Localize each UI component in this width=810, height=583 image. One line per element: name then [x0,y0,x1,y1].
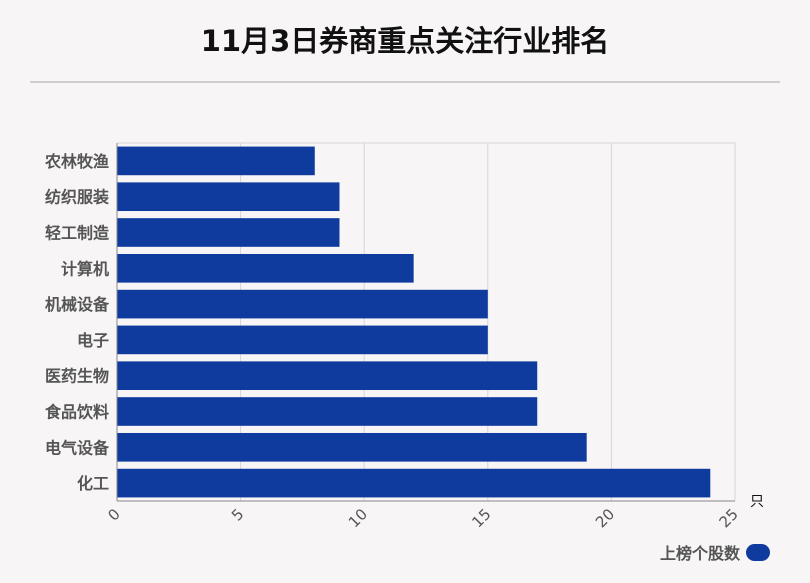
bar [117,146,315,176]
x-axis-unit: 只 [750,494,764,510]
x-tick-label: 0 [104,505,123,524]
category-label: 医药生物 [45,367,109,386]
title-divider [30,81,780,83]
x-tick-labels: 0 5 10 15 20 25 [104,505,741,531]
bar [117,325,488,355]
x-tick-label: 20 [592,505,618,531]
chart-title: 11月3日券商重点关注行业排名 [200,24,610,58]
category-label: 计算机 [61,259,109,278]
legend-label: 上榜个股数 [659,544,740,563]
x-tick-label: 25 [716,505,742,531]
category-label: 化工 [77,474,109,493]
bar [117,289,488,319]
category-label: 电气设备 [45,438,110,457]
bar [117,253,414,283]
category-label: 机械设备 [45,295,110,314]
legend-swatch [746,543,770,561]
category-label: 农林牧渔 [44,152,109,171]
bar [117,397,538,426]
bar [117,218,340,247]
category-label: 食品饮料 [44,403,109,422]
bar [117,182,340,212]
category-label: 纺织服装 [45,188,109,207]
bar [117,432,587,462]
bar [117,361,538,391]
bar-series [117,146,711,498]
legend: 上榜个股数 [660,540,770,564]
category-label: 轻工制造 [45,224,110,243]
category-label: 电子 [77,331,109,350]
bar [117,468,711,498]
x-tick-label: 15 [468,505,494,531]
x-tick-label: 10 [345,505,371,531]
x-tick-label: 5 [228,505,247,524]
